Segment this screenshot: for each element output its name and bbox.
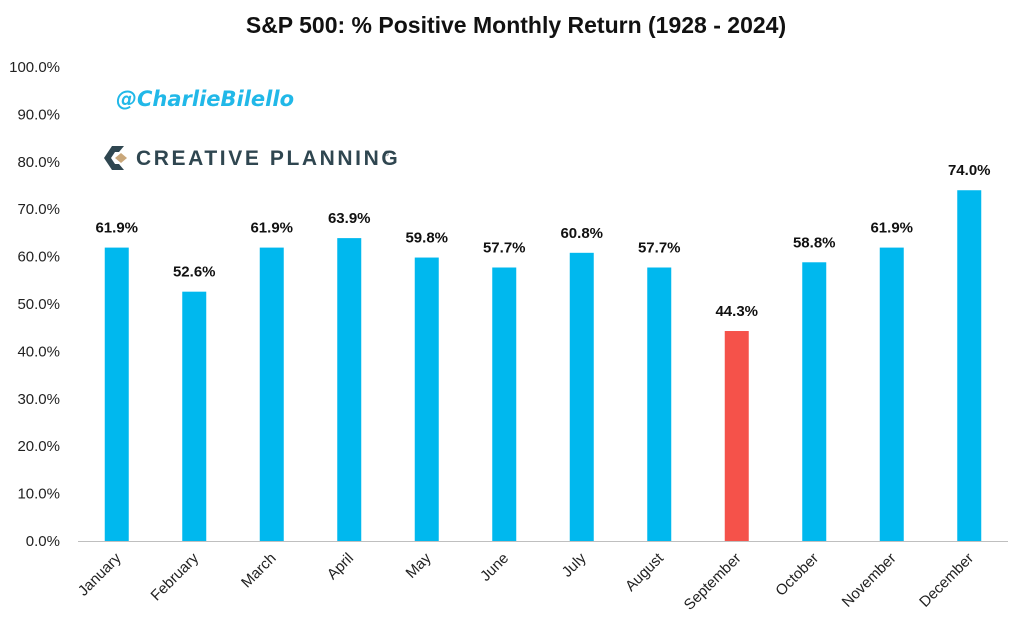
brand-name: CREATIVE PLANNING	[136, 147, 400, 170]
bar-september	[724, 331, 749, 541]
y-tick-label: 40.0%	[17, 343, 60, 360]
x-tick-label-february: February	[148, 549, 203, 604]
y-tick-label: 100.0%	[9, 59, 60, 76]
y-tick-label: 60.0%	[17, 249, 60, 266]
creative-planning-logo-icon	[104, 146, 127, 170]
bar-december	[957, 190, 982, 542]
data-label-march: 61.9%	[250, 220, 293, 237]
watermark: @CharlieBilello CREATIVE PLANNING ®	[104, 87, 400, 170]
x-tick-label-march: March	[238, 550, 279, 591]
x-tick-label-august: August	[622, 549, 668, 595]
y-axis: 0.0% 10.0% 20.0% 30.0% 40.0% 50.0% 60.0% 70.0% 8…	[9, 59, 60, 550]
bar-august	[647, 267, 672, 541]
twitter-handle: @CharlieBilello	[116, 87, 294, 111]
bar-july	[569, 252, 594, 542]
data-label-january: 61.9%	[95, 220, 138, 237]
data-label-june: 57.7%	[483, 240, 526, 257]
x-tick-label-july: July	[559, 549, 590, 580]
y-tick-label: 10.0%	[17, 486, 60, 503]
x-tick-label-april: April	[324, 550, 357, 583]
bar-june	[492, 267, 517, 541]
x-axis: January February March April May June July Augu…	[75, 549, 977, 613]
data-label-november: 61.9%	[870, 220, 913, 237]
data-label-february: 52.6%	[173, 264, 216, 281]
bars	[104, 190, 982, 542]
x-tick-label-december: December	[916, 550, 977, 611]
data-label-august: 57.7%	[638, 240, 681, 257]
data-label-october: 58.8%	[793, 234, 836, 251]
data-label-september: 44.3%	[715, 303, 758, 320]
bar-january	[104, 247, 129, 541]
x-tick-label-may: May	[403, 549, 435, 581]
data-label-july: 60.8%	[560, 225, 603, 242]
data-label-may: 59.8%	[405, 230, 448, 247]
data-labels: 61.9% 52.6% 61.9% 63.9% 59.8% 57.7% 60.8% 57.7%…	[95, 162, 990, 320]
data-label-april: 63.9%	[328, 210, 371, 227]
x-tick-label-october: October	[772, 550, 822, 600]
bar-march	[259, 247, 284, 541]
bar-april	[337, 238, 362, 541]
registered-mark: ®	[384, 150, 390, 158]
data-label-december: 74.0%	[948, 162, 991, 179]
x-tick-label-june: June	[477, 550, 512, 585]
y-tick-label: 80.0%	[17, 154, 60, 171]
bar-november	[879, 247, 904, 541]
x-tick-label-november: November	[839, 550, 900, 611]
bar-february	[182, 291, 207, 541]
y-tick-label: 30.0%	[17, 391, 60, 408]
x-tick-label-january: January	[75, 549, 125, 599]
bar-october	[802, 262, 827, 541]
y-tick-label: 70.0%	[17, 201, 60, 218]
y-tick-label: 90.0%	[17, 106, 60, 123]
y-tick-label: 0.0%	[26, 533, 60, 550]
x-tick-label-september: September	[681, 550, 745, 614]
chart-title: S&P 500: % Positive Monthly Return (1928…	[246, 12, 786, 38]
bar-may	[414, 257, 439, 541]
y-tick-label: 20.0%	[17, 438, 60, 455]
y-tick-label: 50.0%	[17, 296, 60, 313]
